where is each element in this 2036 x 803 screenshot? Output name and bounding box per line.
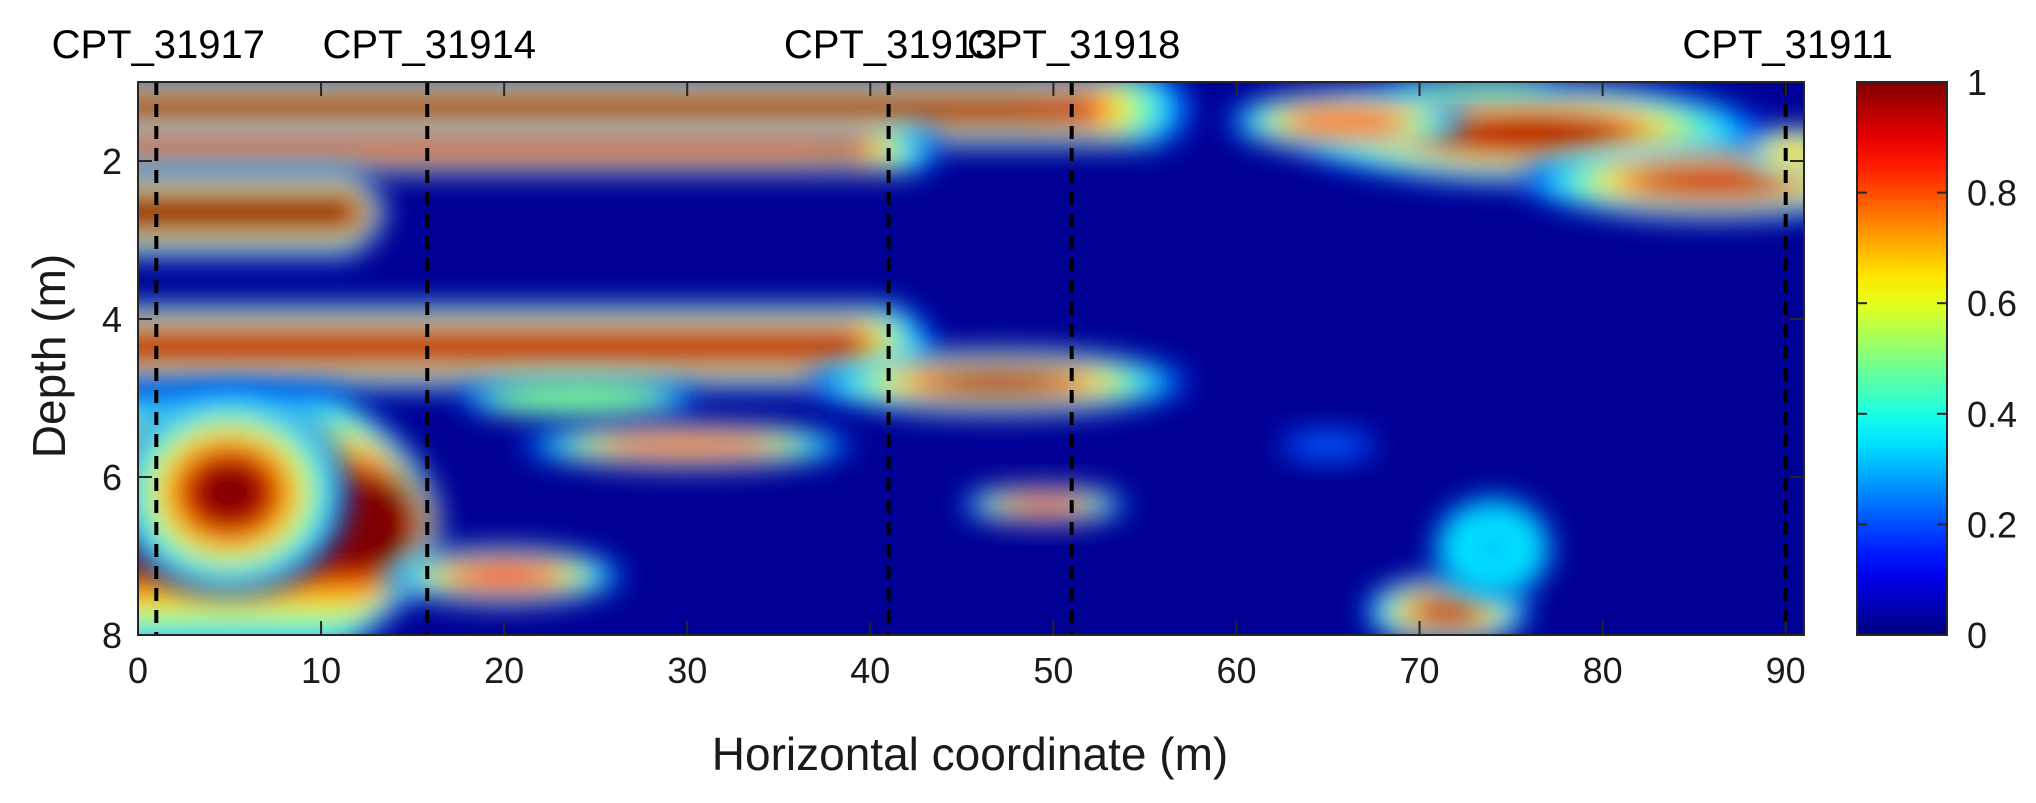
y-tick-label: 8 — [102, 615, 122, 656]
field-feature-17 — [138, 390, 349, 596]
field-feature-3 — [138, 303, 936, 390]
x-tick-label: 80 — [1583, 650, 1623, 691]
x-tick-label: 50 — [1033, 650, 1073, 691]
field-feature-9 — [960, 486, 1128, 524]
field-feature-1 — [138, 125, 939, 174]
field-feature-14 — [1747, 127, 1804, 179]
y-tick-label: 2 — [102, 141, 122, 182]
y-tick-label: 6 — [102, 457, 122, 498]
field-feature-7 — [520, 422, 854, 468]
x-tick-label: 40 — [850, 650, 890, 691]
field-feature-8 — [385, 546, 624, 605]
field-feature-11 — [1433, 496, 1553, 600]
borehole-label: CPT_31913 — [784, 23, 997, 67]
field-feature-18 — [1280, 429, 1376, 461]
x-tick-label: 0 — [128, 650, 148, 691]
borehole-label: CPT_31911 — [1682, 23, 1893, 67]
x-tick-label: 20 — [484, 650, 524, 691]
x-tick-label: 60 — [1216, 650, 1256, 691]
x-tick-label: 30 — [667, 650, 707, 691]
colorbar-tick-label: 0.4 — [1967, 394, 2017, 435]
x-tick-label: 70 — [1400, 650, 1440, 691]
field-feature-5 — [808, 349, 1189, 416]
field-feature-15 — [1227, 90, 1466, 153]
borehole-label: CPT_31914 — [323, 23, 536, 67]
y-axis-title: Depth (m) — [23, 254, 75, 458]
field-feature-2 — [138, 167, 386, 258]
field-feature-13 — [1522, 141, 1804, 220]
field-feature-16 — [1379, 82, 1570, 95]
colorbar-tick-label: 0.8 — [1967, 173, 2017, 214]
colorbar-tick-label: 0.2 — [1967, 504, 2017, 545]
axes: 0 10 20 30 40 50 60 70 80 90 2 4 6 8 — [102, 81, 1806, 691]
x-axis-title: Horizontal coordinate (m) — [712, 728, 1228, 780]
x-tick-label: 90 — [1766, 650, 1806, 691]
colorbar-gradient — [1856, 81, 1948, 636]
colorbar: 0 0.2 0.4 0.6 0.8 1 — [1856, 62, 2017, 656]
colorbar-tick-label: 1 — [1967, 62, 1987, 103]
y-tick-label: 4 — [102, 299, 122, 340]
field-feature-6 — [458, 377, 697, 419]
field-features — [138, 82, 1804, 635]
colorbar-tick-label: 0 — [1967, 615, 1987, 656]
borehole-label: CPT_31918 — [967, 23, 1180, 67]
x-tick-label: 10 — [301, 650, 341, 691]
field-feature-0 — [138, 82, 1193, 147]
plot-frame — [137, 81, 1805, 636]
colorbar-tick-label: 0.6 — [1967, 283, 2017, 324]
borehole-label: CPT_31917 — [52, 23, 265, 67]
